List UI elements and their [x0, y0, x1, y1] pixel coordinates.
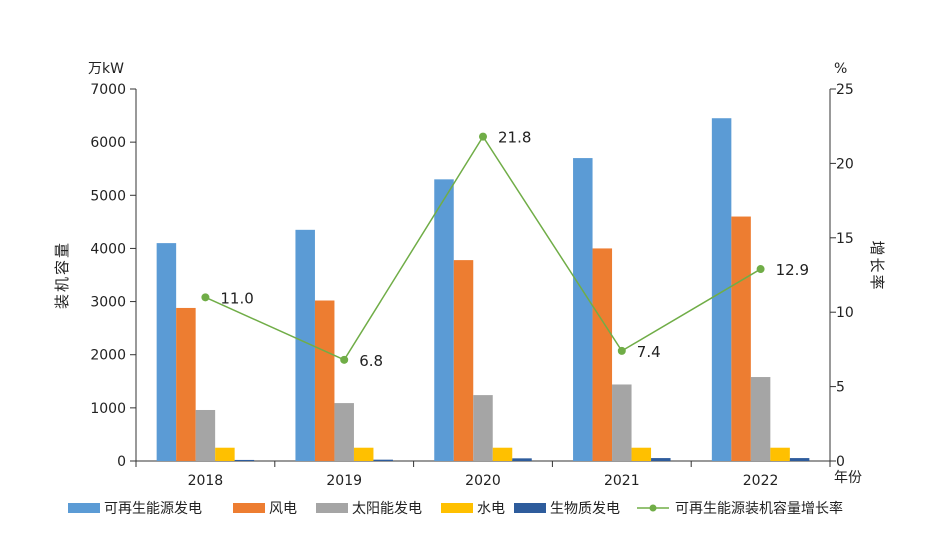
bar — [215, 447, 235, 461]
growth-point — [201, 293, 210, 302]
bar — [750, 377, 771, 461]
left-y-tick-label: 4000 — [90, 241, 126, 257]
left-y-tick-label: 6000 — [90, 135, 126, 151]
growth-data-label: 11.0 — [220, 289, 253, 307]
left-y-tick-label: 2000 — [90, 348, 126, 364]
growth-data-label: 7.4 — [637, 343, 661, 361]
bar — [234, 459, 255, 461]
bars — [156, 118, 810, 462]
bar — [373, 459, 393, 461]
bar — [592, 248, 613, 461]
growth-data-label: 6.8 — [359, 352, 383, 370]
x-ticks: 2018 2019 2020 2021 2022 — [135, 461, 831, 489]
legend-swatch — [68, 503, 100, 513]
x-tick-label: 2018 — [188, 473, 224, 489]
right-y-ticks: 0 5 10 15 20 25 — [830, 82, 854, 470]
growth-point — [479, 132, 487, 141]
bar — [434, 179, 454, 462]
legend-swatch — [514, 503, 546, 513]
legend-label: 生物质发电 — [550, 501, 620, 517]
left-y-tick-label: 1000 — [90, 401, 126, 417]
left-y-tick-label: 0 — [117, 454, 126, 470]
growth-line — [205, 135, 761, 361]
bar — [492, 447, 513, 461]
right-y-tick-label: 5 — [836, 380, 845, 396]
legend-swatch — [233, 503, 265, 513]
bar — [711, 118, 732, 461]
x-tick-label: 2020 — [465, 473, 501, 489]
left-axis-unit: 万kW — [88, 61, 124, 77]
legend-label: 可再生能源发电 — [104, 501, 202, 517]
right-y-tick-label: 25 — [836, 82, 854, 98]
legend-label: 可再生能源装机容量增长率 — [675, 500, 843, 517]
right-axis-title: 增长率 — [868, 240, 886, 291]
bar — [731, 216, 751, 461]
bar — [353, 447, 374, 461]
right-y-tick-label: 15 — [836, 231, 854, 247]
left-y-tick-label: 5000 — [90, 188, 126, 204]
right-y-tick-label: 0 — [836, 454, 845, 470]
legend-swatch — [316, 503, 348, 513]
x-axis-unit: 年份 — [834, 470, 862, 486]
bar — [770, 447, 790, 461]
legend-label: 太阳能发电 — [352, 501, 422, 517]
bar — [631, 447, 652, 461]
bar — [789, 458, 810, 461]
bar — [195, 409, 216, 461]
right-y-tick-label: 20 — [836, 156, 854, 172]
axis-titles: 万kW % 装机容量 增长率 年份 — [53, 61, 886, 486]
bar — [156, 243, 177, 461]
growth-point — [340, 355, 349, 364]
bar — [573, 158, 593, 462]
legend-swatch — [441, 503, 473, 513]
growth-line-series: 11.0 6.8 21.8 7.4 12.9 — [201, 129, 809, 370]
bar — [612, 384, 632, 461]
x-tick-label: 2021 — [604, 473, 640, 489]
growth-point — [617, 346, 626, 355]
legend-label: 水电 — [477, 501, 505, 517]
right-y-tick-label: 10 — [836, 305, 854, 321]
legend-line-marker — [649, 504, 657, 512]
growth-point — [756, 265, 765, 274]
x-tick-label: 2022 — [743, 473, 779, 489]
bar — [295, 229, 315, 461]
right-axis-unit: % — [834, 61, 847, 77]
legend-label: 风电 — [269, 501, 297, 517]
bar — [512, 458, 532, 461]
growth-data-label: 21.8 — [498, 129, 531, 147]
left-y-ticks: 0 1000 2000 3000 4000 5000 6000 7000 — [90, 82, 136, 470]
left-axis-title: 装机容量 — [53, 241, 71, 309]
left-y-tick-label: 7000 — [90, 82, 126, 98]
bar — [453, 260, 474, 461]
growth-data-label: 12.9 — [776, 261, 809, 279]
bar — [314, 300, 335, 461]
bar — [651, 458, 671, 461]
bar — [473, 395, 493, 461]
bar — [176, 307, 196, 461]
bar — [334, 403, 354, 461]
x-tick-label: 2019 — [326, 473, 362, 489]
legend: 可再生能源发电 风电 太阳能发电 水电 生物质发电 可再生能源装机容量增长率 — [68, 500, 843, 517]
left-y-tick-label: 3000 — [90, 295, 126, 311]
